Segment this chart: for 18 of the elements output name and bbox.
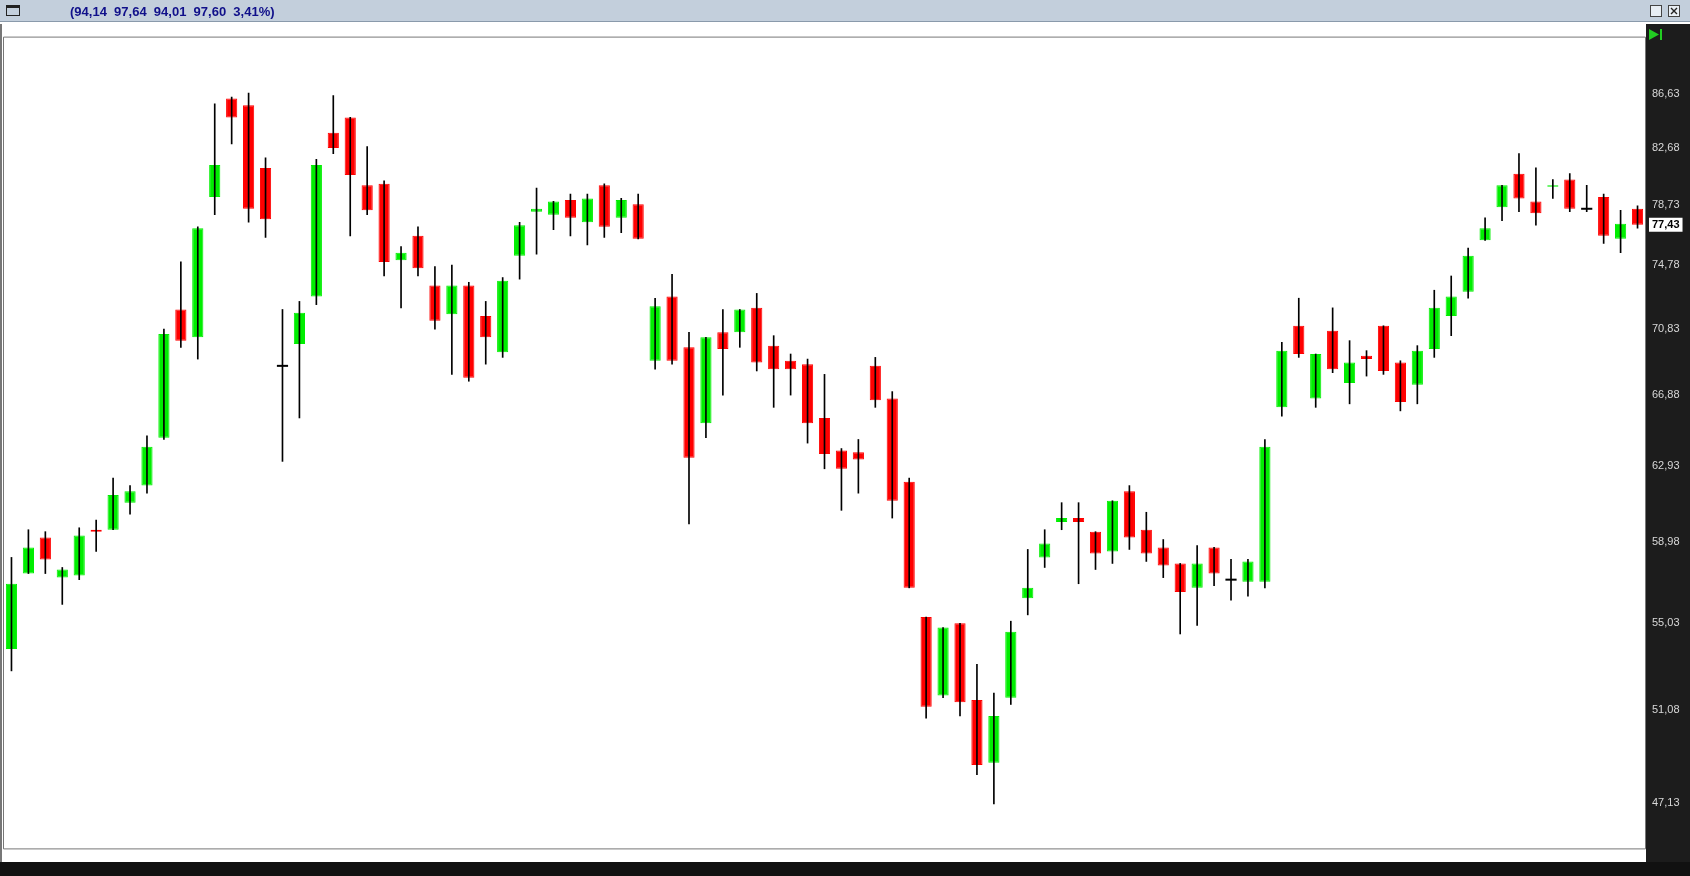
y-tick-label: 51,08	[1652, 702, 1680, 715]
candlestick	[124, 485, 136, 515]
y-tick-label: 62,93	[1652, 459, 1680, 472]
candlestick	[1242, 559, 1254, 597]
candlestick	[1224, 559, 1238, 601]
y-tick-label: 55,03	[1652, 615, 1680, 628]
y-tick-label: 86,63	[1652, 86, 1680, 99]
y-tick-label: 78,73	[1652, 198, 1680, 211]
chart-title: (94,14 97,64 94,01 97,60 3,41%)	[70, 4, 275, 19]
candlestick	[1580, 184, 1594, 213]
y-tick-label: 70,83	[1652, 321, 1680, 334]
text: 77,43	[1652, 218, 1680, 231]
y-tick-label: 82,68	[1652, 141, 1680, 154]
y-tick-label: 74,78	[1652, 258, 1680, 271]
y-tick-label: 47,13	[1652, 796, 1680, 809]
y-tick-label: 66,88	[1652, 388, 1680, 401]
y-tick-label: 58,98	[1652, 534, 1680, 547]
candlestick	[1208, 547, 1220, 587]
